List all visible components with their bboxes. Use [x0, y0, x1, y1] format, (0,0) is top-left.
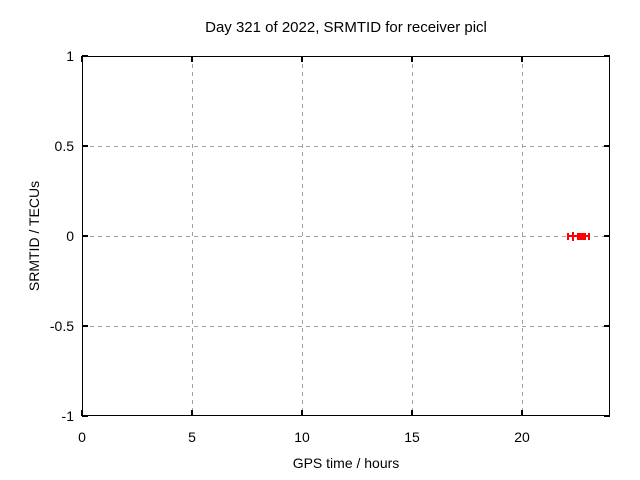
x-axis-label: GPS time / hours — [292, 455, 400, 471]
y-tick-mark-right — [604, 55, 610, 57]
x-tick-mark-bottom — [411, 410, 413, 416]
chart-title: Day 321 of 2022, SRMTID for receiver pic… — [205, 19, 487, 36]
x-tick-label: 10 — [294, 429, 310, 445]
y-tick-mark-right — [604, 145, 610, 147]
y-gridline — [82, 235, 610, 237]
errorbar-cap-right — [577, 232, 579, 240]
x-tick-mark-bottom — [521, 410, 523, 416]
y-tick-mark-left — [82, 415, 88, 417]
x-tick-mark-bottom — [191, 410, 193, 416]
y-tick-mark-right — [604, 415, 610, 417]
x-tick-label: 0 — [78, 429, 86, 445]
y-tick-mark-right — [604, 235, 610, 237]
x-tick-label: 15 — [404, 429, 420, 445]
x-tick-mark-bottom — [301, 410, 303, 416]
plot-area: 0 5 10 15 20 1 0.5 0 -0.5 -1 — [50, 48, 610, 445]
y-tick-label: 0 — [66, 227, 74, 244]
y-gridline — [82, 145, 610, 147]
data-point-plus-marker — [568, 235, 578, 237]
y-tick-mark-left — [82, 235, 88, 237]
y-tick-mark-right — [604, 325, 610, 327]
y-tick-label: -0.5 — [49, 317, 74, 334]
y-tick-mark-left — [82, 145, 88, 147]
x-tick-label: 20 — [514, 429, 530, 445]
x-tick-mark-top — [81, 56, 83, 62]
y-tick-label: 0.5 — [54, 137, 74, 154]
y-tick-mark-left — [82, 325, 88, 327]
x-tick-mark-top — [191, 56, 193, 62]
data-point-square-marker — [579, 232, 586, 240]
x-tick-mark-top — [411, 56, 413, 62]
x-tick-mark-top — [301, 56, 303, 62]
x-tick-label: 5 — [188, 429, 196, 445]
y-gridline — [82, 325, 610, 327]
y-tick-label: -1 — [61, 407, 74, 424]
errorbar-cap-right — [588, 232, 590, 240]
y-tick-mark-left — [82, 55, 88, 57]
x-tick-mark-top — [521, 56, 523, 62]
y-tick-label: 1 — [66, 47, 74, 64]
